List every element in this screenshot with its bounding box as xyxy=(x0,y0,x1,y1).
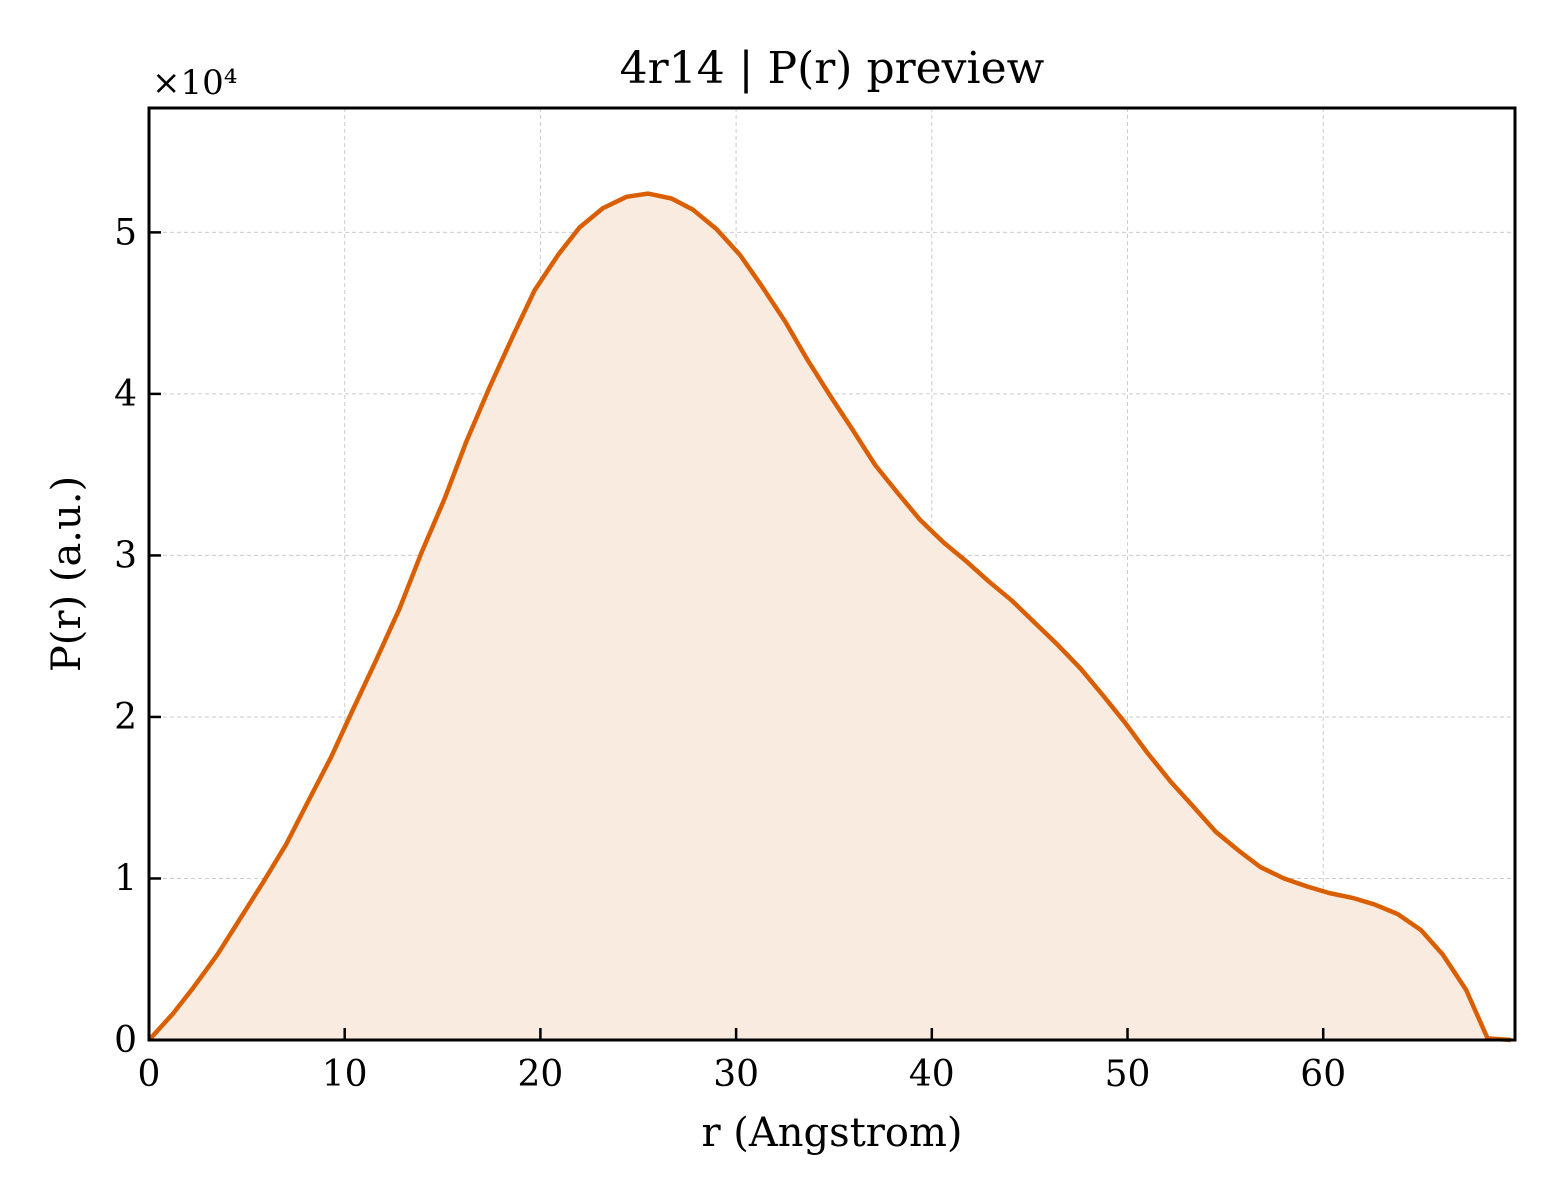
y-tick-label: 5 xyxy=(114,212,137,253)
y-tick-label: 4 xyxy=(114,374,137,415)
area-fill xyxy=(149,193,1512,1041)
x-tick-label: 30 xyxy=(713,1054,759,1095)
x-axis-label: r (Angstrom) xyxy=(701,1110,962,1156)
x-tick-label: 10 xyxy=(322,1054,368,1095)
x-tick-label: 20 xyxy=(517,1054,563,1095)
y-tick-label: 1 xyxy=(114,858,137,899)
plot-frame xyxy=(147,106,1517,1042)
x-tick-label: 60 xyxy=(1300,1054,1346,1095)
x-axis-ticks: 0 10 20 30 40 50 60 xyxy=(138,1028,1346,1095)
x-tick-label: 40 xyxy=(909,1054,955,1095)
y-axis-label: P(r) (a.u.) xyxy=(44,476,90,672)
y-tick-label: 3 xyxy=(114,535,137,576)
y-axis-ticks: 0 1 2 3 4 5 xyxy=(114,212,161,1061)
x-tick-label: 50 xyxy=(1105,1054,1151,1095)
y-axis-multiplier: ×10⁴ xyxy=(152,63,237,103)
y-tick-label: 2 xyxy=(114,697,137,738)
series-line xyxy=(147,191,1512,1043)
y-tick-label: 0 xyxy=(114,1020,137,1061)
chart-title: 4r14 | P(r) preview xyxy=(620,43,1045,94)
x-tick-label: 0 xyxy=(138,1054,161,1095)
